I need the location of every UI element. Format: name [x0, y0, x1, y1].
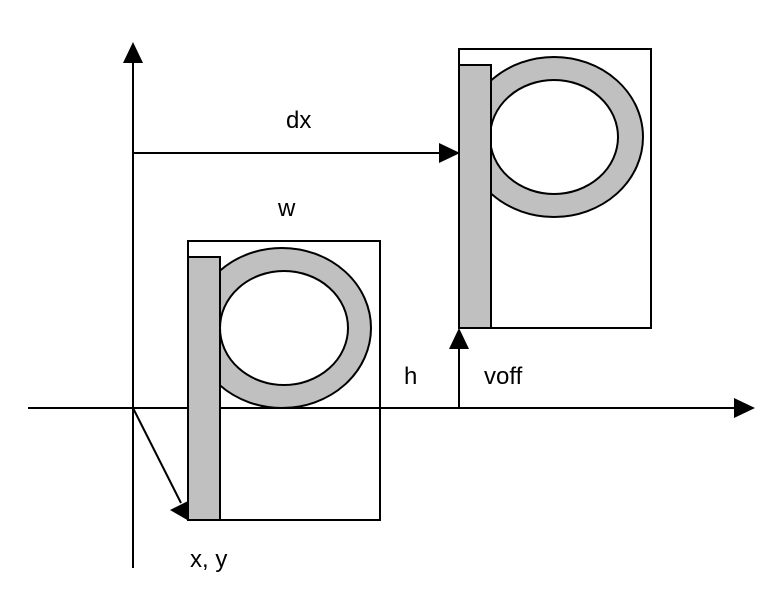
glyph-p-offset	[458, 56, 645, 329]
y-axis-arrowhead	[123, 42, 143, 63]
xy-origin-arrow	[132, 407, 182, 504]
label-dx: dx	[286, 107, 311, 134]
glyph-p-stem	[458, 64, 492, 329]
label-xy: x, y	[190, 546, 227, 573]
x-axis-arrowhead	[734, 398, 755, 418]
label-voff: voff	[484, 363, 523, 390]
glyph-p-stem	[187, 256, 221, 521]
dx-arrowhead	[439, 143, 460, 163]
label-h: h	[404, 363, 417, 390]
xy-origin-arrowhead	[170, 500, 190, 521]
label-w: w	[277, 195, 296, 222]
glyph-p-origin	[187, 247, 373, 521]
voff-arrowhead	[449, 328, 469, 349]
